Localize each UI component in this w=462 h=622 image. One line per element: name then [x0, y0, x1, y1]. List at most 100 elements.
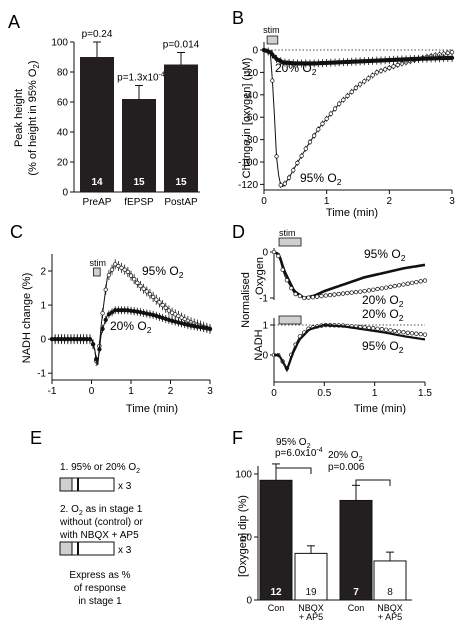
- panel-d-bottom-series-20-point: [396, 329, 402, 334]
- panel-c-stim-box: [93, 267, 101, 277]
- schematic-times-2: x 3: [118, 545, 132, 556]
- panel-b-series-95-point: [307, 139, 313, 145]
- panel-c-series-95-point: [116, 263, 121, 269]
- panel-d-top-series-20-point: [353, 289, 359, 295]
- panel-b-series-95-point: [332, 106, 338, 111]
- panel-d-top-series-20-point: [379, 286, 385, 291]
- panel-d-xtick-label: 1.5: [418, 388, 432, 399]
- panel-d-top-series-20-point: [414, 279, 419, 285]
- panel-d-top-series-20-point: [375, 286, 380, 292]
- panel-b-series-95-point: [328, 111, 333, 116]
- panel-c-series-20-point: [106, 312, 112, 317]
- panel-b-ytick-label: 0: [252, 46, 258, 57]
- panel-b-label-95: 95% O2: [300, 171, 342, 187]
- panel-f-bar: [339, 499, 373, 601]
- panel-f-category-label: Con: [348, 603, 365, 613]
- panel-b-ytick-label: -60: [244, 113, 259, 124]
- panel-a-ytick-label: 60: [57, 98, 69, 109]
- panel-d-top-ytick-label: 0: [262, 248, 268, 259]
- panel-b-series-95-point: [291, 168, 296, 173]
- panel-d-stim-label: stim: [279, 228, 296, 238]
- panel-label-e: E: [30, 428, 42, 448]
- panel-b-oxygen-timecourse: Change in [oxygen] (μM) Time (min) 0 -20 -…: [238, 25, 455, 219]
- panel-a-n-label: 15: [175, 177, 187, 188]
- panel-a-bar-chart: Peak height (% of height in 95% O2) 0 20 4…: [13, 29, 200, 208]
- panel-d-top-series-20-point: [366, 288, 372, 293]
- panel-c-series-95-point: [154, 297, 159, 302]
- panel-b-label-20: 20% O2: [275, 61, 317, 77]
- panel-c-ytick-label: 1: [40, 301, 46, 312]
- panel-d-top-series-20-point: [293, 291, 298, 297]
- panel-f-significance-bracket: [355, 479, 391, 486]
- panel-a-ytick-label: 80: [57, 68, 69, 79]
- panel-c-xlabel: Time (min): [126, 403, 178, 415]
- panel-b-series-95-point: [295, 160, 300, 166]
- panel-c-xtick-label: -1: [48, 386, 57, 397]
- panel-d-top-series-20-point: [358, 289, 363, 294]
- panel-f-n-label: 8: [387, 587, 393, 598]
- panel-f-category-label: Con: [268, 603, 285, 613]
- panel-d-top-series-20-point: [401, 282, 406, 287]
- panel-d-top-series-20-point: [310, 295, 315, 300]
- panel-c-series-95-point: [141, 286, 146, 291]
- panel-d-top-series-20-point: [302, 295, 307, 301]
- panel-c-series-95-point: [144, 289, 149, 294]
- panel-b-series-95-point: [387, 65, 392, 71]
- panel-d-top-series-20-point: [362, 288, 367, 294]
- panel-a-bars: 14 PreAP p=0.24 15 fEPSP p=1.3x10-4 15 PostAP p=…: [80, 29, 200, 208]
- panel-b-ytick-label: -80: [244, 135, 259, 146]
- panel-f-significance-bracket: [275, 467, 312, 474]
- panel-d-top-series-20-point: [327, 292, 333, 298]
- panel-d-bottom-ytick-label: 1: [262, 321, 268, 332]
- panel-c-series-95-point: [119, 265, 124, 270]
- panel-f-n-label: 12: [270, 587, 282, 598]
- panel-c-series-20-point: [103, 317, 108, 322]
- panel-c-series-95-point: [157, 300, 162, 305]
- panel-c-ylabel: NADH change (%): [21, 273, 33, 363]
- panel-f-bar: [259, 479, 293, 601]
- panel-c-nadh-timecourse: NADH change (%) Time (min) -1 0 1 2 -1 0 1 2 3 st…: [21, 254, 213, 415]
- panel-d-label-top-95: 95% O2: [364, 247, 406, 263]
- schematic-express-l3: in stage 1: [78, 596, 122, 607]
- panel-c-xtick-label: 2: [168, 386, 174, 397]
- panel-d-label-top-20: 20% O2: [362, 293, 404, 309]
- panel-label-c: C: [10, 222, 23, 242]
- panel-d-top-series-20-point: [306, 295, 311, 300]
- panel-b-series-95-point: [324, 116, 329, 121]
- panel-b-series-95-point: [270, 78, 275, 83]
- panel-f-n-label: 7: [353, 587, 359, 598]
- panel-f-ytick-label: 0: [246, 596, 252, 607]
- panel-b-series-95-point: [449, 50, 455, 55]
- panel-b-ylabel: Change in [oxygen] (μM): [241, 58, 253, 179]
- panel-b-series-95-point: [362, 79, 367, 84]
- panel-d-top-series-20-point: [340, 291, 346, 296]
- panel-b-series-95-point: [299, 153, 304, 158]
- panel-c-series-95-point: [160, 302, 165, 308]
- panel-b-series-95-point: [374, 70, 379, 75]
- panel-d-bottom-series-20-point: [401, 330, 406, 335]
- panel-d-top-series-20-point: [280, 267, 285, 272]
- panel-d-bottom-series-20-point: [384, 327, 389, 332]
- panel-a-category-label: fEPSP: [124, 197, 154, 208]
- panel-b-series-95-point: [311, 133, 317, 138]
- panel-c-xtick-label: 0: [89, 386, 95, 397]
- panel-b-series-95-point: [274, 154, 279, 159]
- panel-d-ylabel-top-2: Oxygen: [254, 257, 266, 295]
- panel-b-series-95-point: [353, 85, 359, 90]
- panel-d-xlabel: Time (min): [354, 403, 406, 415]
- panel-b-stim-box: [266, 35, 279, 45]
- panel-a-bar: [80, 57, 114, 192]
- panel-d-top-series-20-point: [276, 253, 281, 259]
- panel-f-ylabel: [Oxygen] dip (%): [237, 495, 249, 577]
- panel-c-stim-label: stim: [89, 258, 106, 268]
- panel-c-series-20-point: [87, 336, 93, 342]
- panel-d-bottom-series-20-point: [388, 328, 393, 333]
- panel-label-a: A: [8, 12, 20, 32]
- panel-c-series-20-point: [100, 326, 105, 332]
- panel-b-ytick-label: -40: [244, 90, 259, 101]
- panel-d-top-series-20-point: [349, 290, 354, 295]
- panel-b-xtick-label: 2: [387, 196, 393, 207]
